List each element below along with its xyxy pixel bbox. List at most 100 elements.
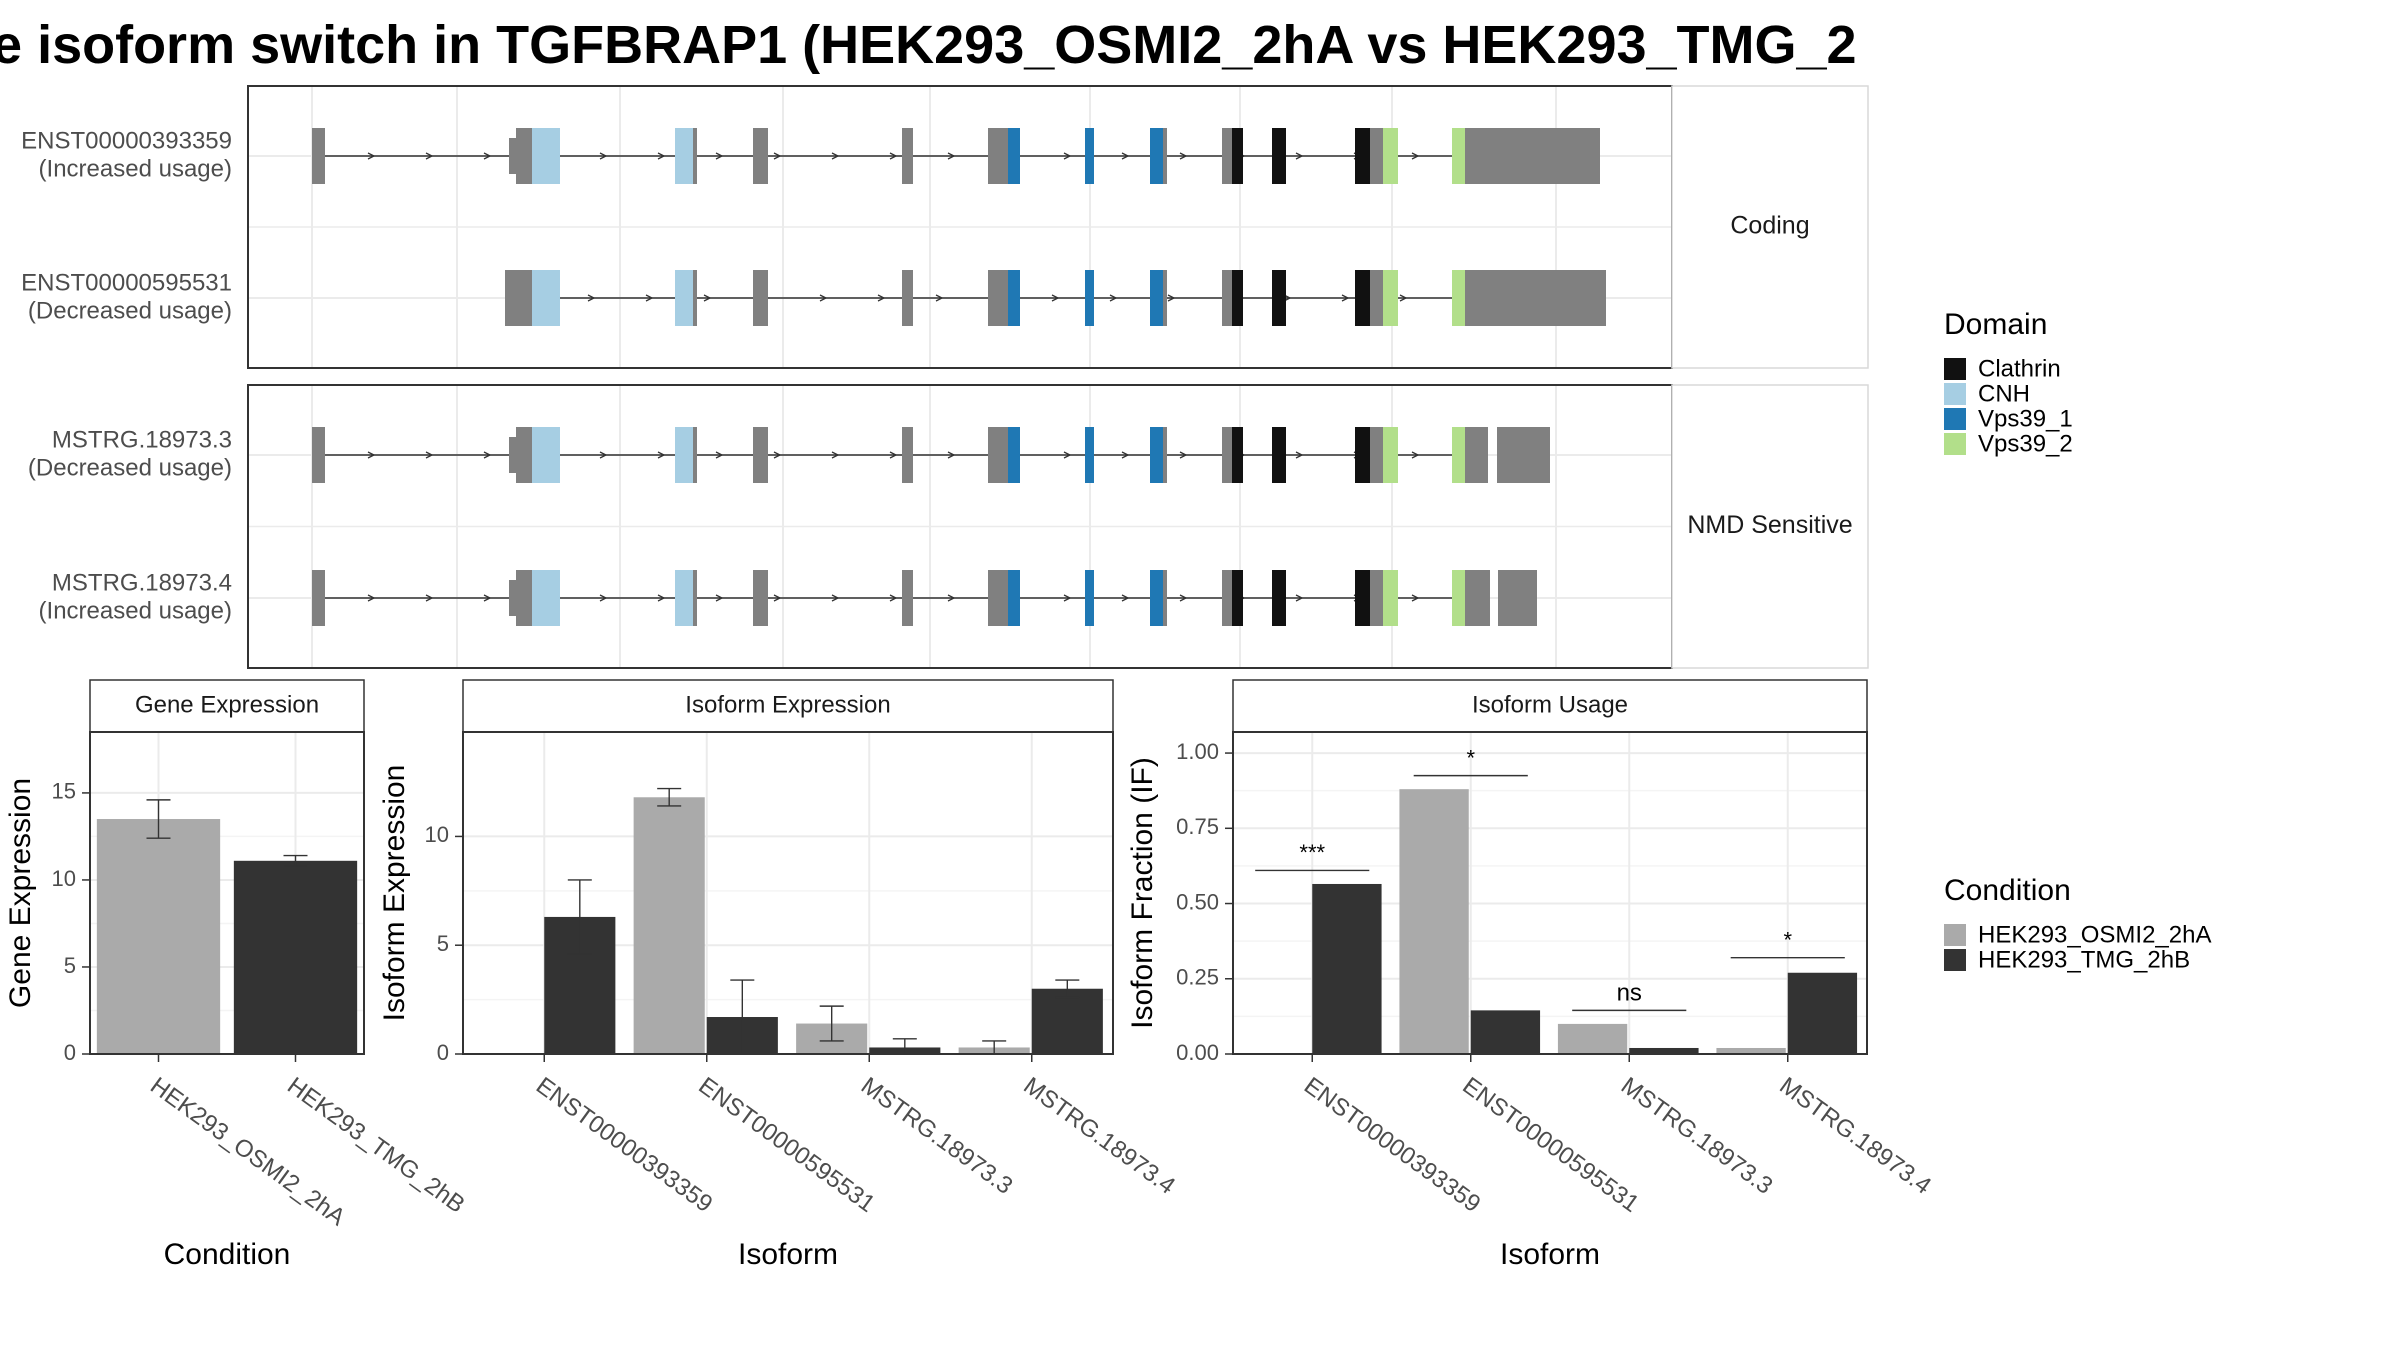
exon-exon: [1470, 427, 1488, 483]
usage-label: (Increased usage): [39, 155, 232, 182]
direction-arrow: [1179, 152, 1188, 160]
exon-exon: [693, 128, 697, 184]
exon-clathrin: [1272, 270, 1286, 326]
direction-arrow: [1295, 451, 1304, 459]
legend-key-condition: [1944, 924, 1966, 946]
exon-vps39_1: [1008, 427, 1020, 483]
direction-arrow: [1109, 294, 1118, 302]
panel-strip: [89, 679, 365, 733]
exon-exon: [509, 437, 516, 473]
isoform-label: MSTRG.18973.3: [52, 426, 232, 453]
exon-exon: [312, 427, 325, 483]
x-axis-title: Isoform: [738, 1238, 838, 1271]
direction-arrow: [367, 152, 376, 160]
y-axis-title: Isoform Fraction (IF): [1126, 757, 1159, 1029]
y-tick-label: 5: [64, 953, 76, 978]
exon-exon: [1163, 570, 1167, 626]
structure-panel-coding: ENST00000393359(Increased usage)ENST0000…: [21, 85, 1869, 369]
significance-label: ns: [1617, 980, 1642, 1007]
exon-vps39_1: [1085, 128, 1094, 184]
exon-exon: [1465, 270, 1470, 326]
direction-arrow: [773, 451, 782, 459]
exon-exon: [1222, 570, 1232, 626]
exon-exon: [753, 270, 768, 326]
direction-arrow: [715, 594, 724, 602]
y-tick-label: 10: [425, 822, 449, 847]
exon-vps39_1: [1008, 570, 1020, 626]
direction-arrow: [773, 152, 782, 160]
exon-exon: [1222, 128, 1232, 184]
direction-arrow: [1341, 294, 1350, 302]
significance-label: ***: [1299, 840, 1325, 865]
direction-arrow: [889, 594, 898, 602]
y-tick-label: 1.00: [1176, 739, 1219, 764]
x-axis-title: Condition: [164, 1238, 291, 1271]
exon-exon: [509, 138, 516, 174]
exon-exon: [1497, 427, 1550, 483]
y-tick-label: 0: [64, 1040, 76, 1065]
exon-exon: [1498, 570, 1537, 626]
exon-exon: [516, 570, 532, 626]
direction-arrow: [1179, 594, 1188, 602]
direction-arrow: [599, 594, 608, 602]
direction-arrow: [935, 294, 944, 302]
facet-strip: [1671, 384, 1869, 669]
legend-key-cnh: [1944, 383, 1966, 405]
exon-exon: [516, 427, 532, 483]
exon-vps39_1: [1085, 270, 1094, 326]
exon-clathrin: [1272, 128, 1286, 184]
facet-label: NMD Sensitive: [1687, 511, 1852, 539]
bar: [96, 819, 221, 1054]
exon-cnh: [675, 427, 693, 483]
direction-arrow: [367, 594, 376, 602]
y-axis-title: Isoform Expression: [378, 765, 411, 1022]
exon-vps39_1: [1085, 427, 1094, 483]
exon-clathrin: [1355, 128, 1370, 184]
exon-exon: [516, 270, 532, 326]
exon-vps39_2: [1383, 128, 1398, 184]
exon-exon: [1470, 270, 1606, 326]
direction-arrow: [877, 294, 886, 302]
exon-exon: [1163, 270, 1167, 326]
isoform-expression-plot: Isoform Expression 0 5 10 ENST00000393359ENS…: [378, 679, 1180, 1271]
direction-arrow: [1411, 594, 1420, 602]
exon-exon: [1163, 427, 1167, 483]
y-tick-label: 0: [437, 1040, 449, 1065]
x-axis-title: Isoform: [1500, 1238, 1600, 1271]
exon-exon: [1370, 128, 1383, 184]
direction-arrow: [1121, 451, 1130, 459]
transcript-MSTRG.18973.4: MSTRG.18973.4(Increased usage): [39, 569, 1537, 626]
exon-exon: [1222, 427, 1232, 483]
exon-exon: [1470, 128, 1600, 184]
structure-panel-nmd-sensitive: MSTRG.18973.3(Decreased usage)MSTRG.1897…: [28, 384, 1869, 669]
bar: [1312, 883, 1382, 1054]
exon-cnh: [532, 570, 560, 626]
direction-arrow: [947, 152, 956, 160]
exon-exon: [693, 270, 697, 326]
direction-arrow: [367, 451, 376, 459]
direction-arrow: [947, 594, 956, 602]
exon-exon: [1370, 427, 1383, 483]
bar: [633, 797, 705, 1054]
exon-vps39_2: [1452, 427, 1465, 483]
direction-arrow: [1167, 294, 1176, 302]
legend-label: HEK293_TMG_2hB: [1978, 946, 2190, 973]
exon-vps39_1: [1008, 128, 1020, 184]
y-tick-label: 0.75: [1176, 814, 1219, 839]
exon-cnh: [532, 427, 560, 483]
direction-arrow: [947, 451, 956, 459]
exon-exon: [312, 128, 325, 184]
exon-exon: [902, 427, 913, 483]
transcript-ENST00000595531: ENST00000595531(Decreased usage): [21, 269, 1606, 326]
panel-strip: [1232, 679, 1868, 733]
y-tick-label: 0.50: [1176, 889, 1219, 914]
exon-exon: [753, 128, 768, 184]
x-tick-label: ENST00000595531: [1457, 1072, 1643, 1218]
figure-title: e isoform switch in TGFBRAP1 (HEK293_OSM…: [0, 15, 1857, 75]
exon-exon: [988, 270, 1008, 326]
legend-key-vps39_2: [1944, 433, 1966, 455]
exon-clathrin: [1272, 570, 1286, 626]
exon-vps39_1: [1008, 270, 1020, 326]
exon-vps39_1: [1150, 570, 1163, 626]
direction-arrow: [715, 451, 724, 459]
